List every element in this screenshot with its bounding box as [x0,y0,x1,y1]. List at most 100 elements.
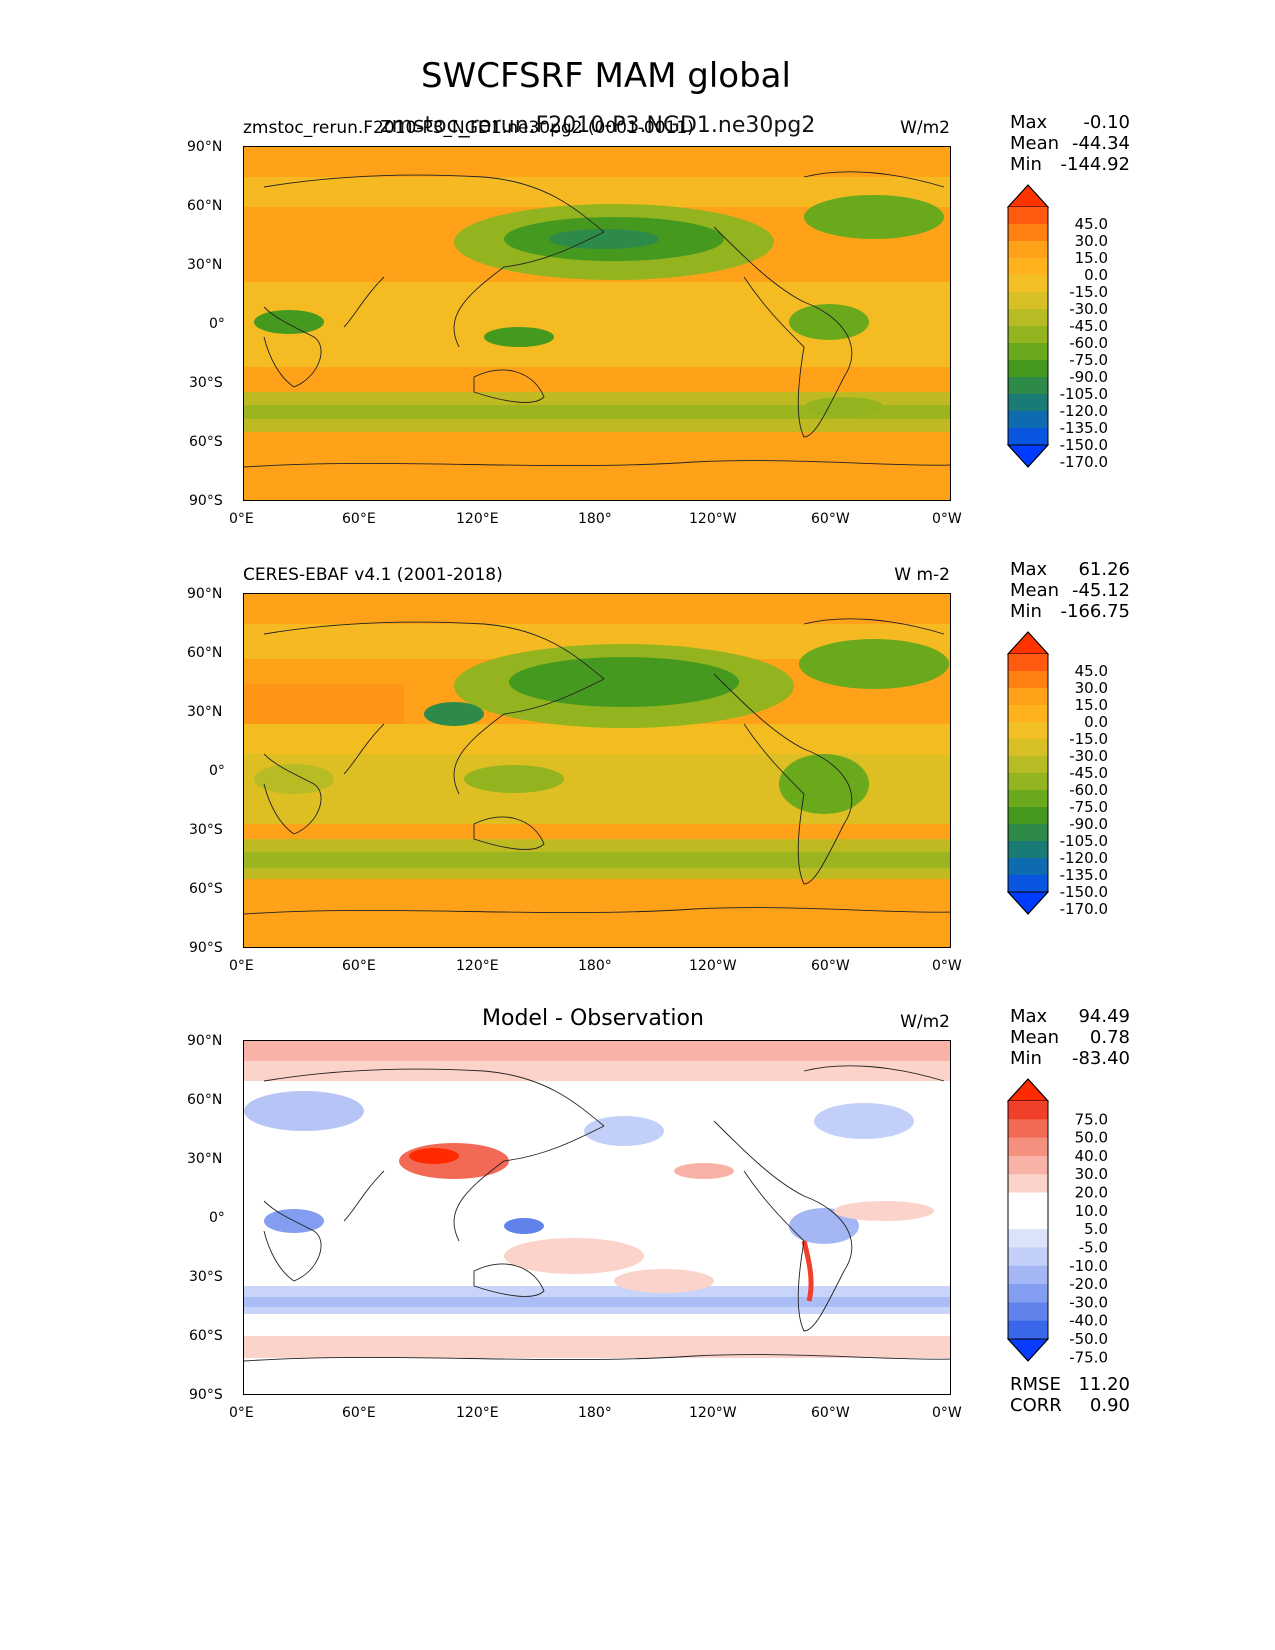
colorbar-tick-label: -5.0 [1079,1238,1108,1256]
colorbar-swatch [1008,722,1048,740]
colorbar-swatch [1008,428,1048,446]
colorbar-swatch [1008,377,1048,395]
panel2-xtick-2: 120°E [456,958,499,974]
panel3-mean-value: 0.78 [1089,1027,1130,1048]
colorbar-swatch [1008,1155,1048,1175]
panel1-mean-label: Mean [1010,133,1060,154]
panel3-colorbar: 75.0 50.0 40.0 30.0 20.0 10.0 5.0 -5.0 -10.0 -20.… [1006,1078,1128,1366]
colorbar-extend-max [1006,631,1050,655]
panel3-stats-labels: Max Mean Min [1010,1006,1059,1069]
panel2-xtick-4: 120°W [689,958,737,974]
panel1-xtick-1: 60°E [342,511,376,527]
colorbar-tick-label: 50.0 [1075,1129,1108,1147]
panel1-left-title: zmstoc_rerun.F2010-P3_NGD1.ne30pg2 (0001… [243,118,694,138]
colorbar-tick-label: -40.0 [1069,1312,1108,1330]
colorbar-tick-label: 10.0 [1075,1202,1108,1220]
colorbar-swatch [1008,411,1048,429]
panel3-ytick-0: 90°N [187,1033,223,1049]
panel2-ytick-4: 30°S [189,822,223,838]
panel1-min-value: -144.92 [1060,154,1130,175]
colorbar-swatch [1008,824,1048,842]
colorbar-swatch [1008,688,1048,706]
colorbar-tick-label: -90.0 [1069,368,1108,386]
colorbar-swatch [1008,309,1048,327]
panel3-xtick-5: 60°W [811,1405,850,1421]
colorbar-tick-label: -20.0 [1069,1275,1108,1293]
colorbar-swatch [1008,773,1048,791]
colorbar-tick-label: -75.0 [1069,1348,1108,1366]
colorbar-tick-label: 75.0 [1075,1110,1108,1128]
panel3-min-value: -83.40 [1071,1048,1130,1069]
colorbar-swatch [1008,841,1048,859]
panel3-max-value: 94.49 [1078,1006,1130,1027]
colorbar-tick-label: -105.0 [1060,385,1108,403]
colorbar-swatch [1008,654,1048,672]
panel2-xtick-3: 180° [578,958,612,974]
colorbar-tick-label: -120.0 [1060,402,1108,420]
panel2-stats-labels: Max Mean Min [1010,559,1059,622]
colorbar-extend-min [1006,1338,1050,1362]
rmse-value: 11.20 [1078,1374,1130,1395]
colorbar-tick-label: -30.0 [1069,300,1108,318]
colorbar-swatch [1008,739,1048,757]
panel3-xtick-0: 0°E [229,1405,254,1421]
colorbar-tick-label: -135.0 [1060,866,1108,884]
panel1-stats-labels: Max Mean Min [1010,112,1059,175]
panel3-ytick-6: 90°S [189,1387,223,1403]
panel3-ytick-4: 30°S [189,1269,223,1285]
colorbar-tick-label: -150.0 [1060,436,1108,454]
colorbar-swatch [1008,790,1048,808]
panel2-min-label: Min [1010,601,1042,622]
colorbar-tick-label: 30.0 [1075,1165,1108,1183]
panel1-ytick-1: 60°N [187,198,223,214]
panel1-ytick-3: 0° [209,316,225,332]
panel2-mean-value: -45.12 [1071,580,1130,601]
colorbar-tick-label: -45.0 [1069,764,1108,782]
colorbar-tick-label: 45.0 [1075,215,1108,233]
panel2-field [244,594,950,947]
colorbar-tick-label: 45.0 [1075,662,1108,680]
colorbar-swatch [1008,1247,1048,1267]
panel1-ytick-0: 90°N [187,139,223,155]
colorbar-tick-label: 0.0 [1084,713,1108,731]
panel2-xtick-1: 60°E [342,958,376,974]
panel3-units: W/m2 [900,1012,950,1032]
panel1-ytick-6: 90°S [189,493,223,509]
colorbar-tick-label: -60.0 [1069,334,1108,352]
colorbar-swatch [1008,258,1048,276]
colorbar-swatch [1008,360,1048,378]
colorbar-swatch [1008,1320,1048,1340]
panel2-xtick-5: 60°W [811,958,850,974]
colorbar-swatch [1008,292,1048,310]
panel3-field [244,1041,950,1394]
panel3-xtick-1: 60°E [342,1405,376,1421]
panel2-ytick-0: 90°N [187,586,223,602]
colorbar-swatch [1008,241,1048,259]
panel3-ytick-3: 0° [209,1210,225,1226]
colorbar-swatch [1008,224,1048,242]
colorbar-extend-min [1006,891,1050,915]
colorbar-tick-label: -150.0 [1060,883,1108,901]
panel2-ytick-2: 30°N [187,704,223,720]
colorbar-tick-label: 0.0 [1084,266,1108,284]
panel3-xtick-4: 120°W [689,1405,737,1421]
panel2-max-label: Max [1010,559,1048,580]
panel1-units: W/m2 [900,118,950,138]
colorbar-tick-label: 15.0 [1075,696,1108,714]
colorbar-graphic: 75.050.040.030.020.010.05.0-5.0-10.0-20.… [1006,1078,1108,1366]
colorbar-swatch [1008,1101,1048,1120]
panel3-stats-values: 94.49 0.78 -83.40 [1072,1006,1130,1069]
panel2-stats-values: 61.26 -45.12 -166.75 [1061,559,1130,622]
panel3-center-title: Model - Observation [482,1006,704,1031]
colorbar-tick-label: 30.0 [1075,232,1108,250]
colorbar-swatch [1008,1192,1048,1212]
colorbar-swatch [1008,756,1048,774]
colorbar-tick-label: 15.0 [1075,249,1108,267]
panel1-xtick-2: 120°E [456,511,499,527]
panel2-xtick-0: 0°E [229,958,254,974]
panel2-ytick-5: 60°S [189,881,223,897]
colorbar-swatch [1008,1119,1048,1139]
panel1-xtick-5: 60°W [811,511,850,527]
panel1-stats-values: -0.10 -44.34 -144.92 [1061,112,1130,175]
colorbar-tick-label: -45.0 [1069,317,1108,335]
